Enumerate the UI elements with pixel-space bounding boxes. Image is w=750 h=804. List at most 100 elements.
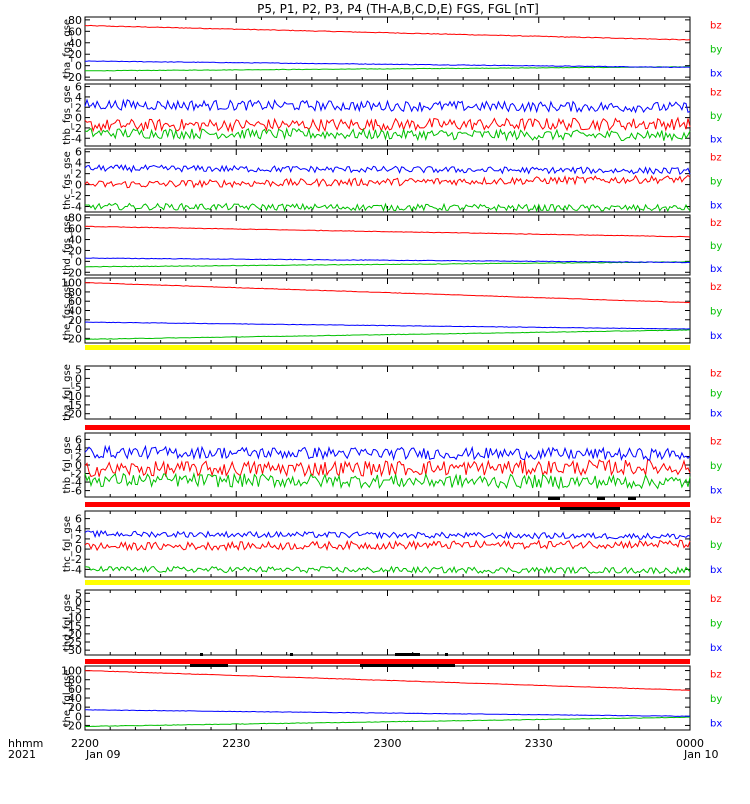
- black-flag-mark: [560, 507, 620, 510]
- x-tick-label: 0000: [676, 737, 704, 750]
- yellow-status-band-1: [85, 345, 690, 350]
- y-tick-label: 2: [75, 533, 82, 546]
- y-tick-label: -30: [64, 644, 82, 657]
- plot-frame: [84, 148, 691, 213]
- y-tick-label: 4: [75, 91, 82, 104]
- legend-by: by: [710, 111, 722, 122]
- series-line-by: [84, 261, 690, 268]
- legend-by: by: [710, 461, 722, 472]
- series-line-bx: [84, 529, 691, 540]
- legend-by: by: [710, 241, 722, 252]
- y-tick-label: 0: [75, 323, 82, 336]
- legend-bx: bx: [710, 331, 722, 342]
- y-tick-label: 20: [68, 701, 82, 714]
- y-tick-label: 2: [75, 101, 82, 114]
- y-tick-label: -5: [71, 381, 82, 394]
- black-flag-mark: [395, 653, 420, 656]
- series-line-bz: [84, 116, 691, 133]
- legend-bz: bz: [710, 282, 722, 293]
- legend-by: by: [710, 307, 722, 318]
- black-flag-mark: [190, 664, 228, 667]
- black-flag-mark: [445, 653, 448, 656]
- y-tick-label: 0: [75, 710, 82, 723]
- y-tick-label: 20: [68, 48, 82, 61]
- series-line-bz: [84, 174, 691, 189]
- legend-bx: bx: [710, 565, 722, 576]
- y-tick-label: -20: [64, 719, 82, 732]
- legend-bz: bz: [710, 437, 722, 448]
- y-tick-label: 5: [75, 587, 82, 600]
- red-status-band-3: [85, 659, 690, 664]
- black-flag-mark: [200, 653, 203, 656]
- y-tick-label: 100: [61, 277, 82, 290]
- date-end-label: Jan 10: [683, 748, 718, 761]
- series-line-bx: [84, 709, 690, 717]
- y-tick-label: -4: [71, 563, 82, 576]
- y-tick-label: 80: [68, 286, 82, 299]
- plot-frame: [84, 589, 691, 656]
- y-tick-label: 20: [68, 244, 82, 257]
- y-axis-label: thb_fgs_gse: [62, 85, 73, 144]
- y-tick-label: -20: [64, 71, 82, 84]
- series-line-bx: [84, 164, 691, 175]
- legend-bz: bz: [710, 153, 722, 164]
- legend-bx: bx: [710, 135, 722, 146]
- y-tick-label: 2: [75, 168, 82, 181]
- series-line-by: [84, 202, 691, 213]
- y-tick-label: 80: [68, 674, 82, 687]
- y-tick-label: 60: [68, 25, 82, 38]
- series-line-by: [84, 565, 691, 575]
- legend-bx: bx: [710, 68, 722, 79]
- y-tick-label: 0: [75, 543, 82, 556]
- y-tick-label: -6: [71, 485, 82, 498]
- y-tick-label: -25: [64, 636, 82, 649]
- y-tick-label: 60: [68, 223, 82, 236]
- y-tick-label: -15: [64, 620, 82, 633]
- y-tick-label: -4: [71, 201, 82, 214]
- y-tick-label: 40: [68, 692, 82, 705]
- y-tick-label: -20: [64, 408, 82, 421]
- y-tick-label: -2: [71, 553, 82, 566]
- legend-bx: bx: [710, 718, 722, 729]
- y-tick-label: -4: [71, 476, 82, 489]
- legend-bz: bz: [710, 594, 722, 605]
- red-status-band-1: [85, 425, 690, 430]
- series-line-bz: [84, 24, 691, 41]
- series-line-bx: [84, 321, 690, 330]
- legend-bz: bz: [710, 21, 722, 32]
- y-tick-label: 80: [68, 212, 82, 225]
- legend-by: by: [710, 619, 722, 630]
- plot-frame: [84, 665, 691, 731]
- y-tick-label: 6: [75, 81, 82, 94]
- x-tick-label: 2230: [222, 737, 250, 750]
- y-tick-label: 2: [75, 450, 82, 463]
- series-line-by: [84, 472, 691, 490]
- black-flag-mark: [548, 497, 560, 500]
- plot-frame: [84, 365, 691, 420]
- legend-bx: bx: [710, 200, 722, 211]
- y-tick-label: 0: [75, 255, 82, 268]
- y-tick-label: 0: [75, 60, 82, 73]
- red-status-band-2: [85, 502, 690, 507]
- y-tick-label: -2: [71, 468, 82, 481]
- y-tick-label: 5: [75, 364, 82, 377]
- x-tick-label: 2200: [71, 737, 99, 750]
- date-start-label: Jan 09: [85, 748, 120, 761]
- legend-bz: bz: [710, 515, 722, 526]
- legend-by: by: [710, 694, 722, 705]
- y-tick-label: -5: [71, 604, 82, 617]
- hhmm-label: hhmm: [8, 737, 43, 750]
- series-line-bx: [84, 98, 691, 114]
- series-line-bz: [84, 225, 691, 238]
- series-line-bz: [84, 539, 691, 552]
- x-tick-label: 2330: [525, 737, 553, 750]
- black-flag-mark: [290, 653, 293, 656]
